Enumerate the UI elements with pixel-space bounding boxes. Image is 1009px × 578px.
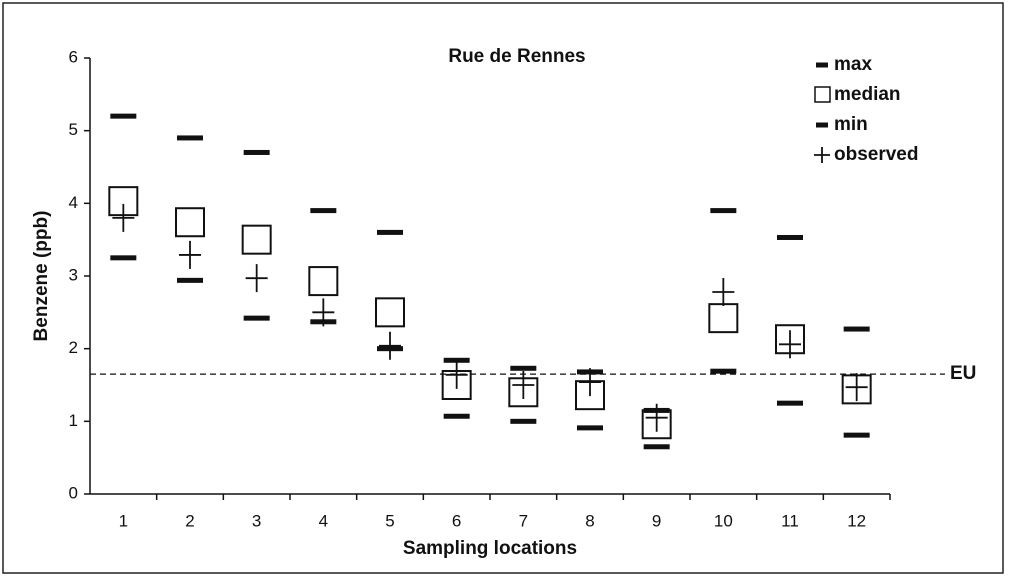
legend-marker (814, 86, 831, 103)
dash-marker (110, 255, 137, 261)
dash-marker (843, 326, 870, 332)
dash-marker (377, 229, 403, 235)
plus-marker (512, 371, 535, 399)
dash-marker (243, 315, 270, 321)
dash-marker (843, 432, 870, 438)
chart-title: Rue de Rennes (448, 46, 585, 67)
y-tick-label: 5 (69, 120, 78, 139)
dash-marker (577, 425, 603, 431)
y-tick-label: 4 (69, 193, 78, 212)
dash-marker (443, 413, 470, 419)
plus-marker (245, 264, 268, 293)
dash-marker (177, 277, 203, 283)
legend-marker (816, 62, 828, 68)
legend-label: min (834, 114, 868, 135)
square-marker (241, 224, 272, 255)
dash-marker (643, 444, 670, 450)
x-tick-label: 5 (385, 511, 394, 530)
x-tick-label: 8 (585, 511, 594, 530)
square-marker (175, 207, 205, 238)
x-tick-label: 12 (847, 511, 866, 530)
plus-marker (312, 298, 335, 327)
dash-marker (443, 357, 470, 363)
x-tick-label: 2 (185, 511, 194, 530)
y-tick-label: 0 (69, 483, 78, 502)
square-marker (308, 266, 339, 297)
dash-marker (510, 365, 537, 371)
plus-marker (645, 403, 668, 432)
legend-marker (816, 122, 828, 128)
dash-marker (510, 418, 537, 424)
legend-label: observed (834, 144, 918, 165)
plus-marker (112, 203, 135, 232)
plus-marker (845, 373, 868, 402)
x-axis-label: Sampling locations (403, 538, 577, 559)
legend-marker (814, 147, 830, 163)
dash-marker (177, 135, 203, 141)
dash-marker (243, 149, 270, 155)
plus-marker (379, 331, 401, 360)
dash-marker (777, 400, 803, 406)
dash-marker (310, 208, 337, 214)
y-axis-label: Benzene (ppb) (31, 211, 52, 342)
x-tick-label: 9 (652, 511, 661, 530)
reference-label: EU (950, 363, 976, 384)
legend-label: max (834, 54, 872, 75)
plus-marker (712, 277, 735, 306)
y-tick-label: 3 (69, 265, 78, 284)
x-tick-label: 7 (519, 511, 528, 530)
x-tick-label: 3 (252, 511, 261, 530)
x-tick-label: 4 (319, 511, 328, 530)
y-tick-label: 2 (69, 338, 78, 357)
dash-marker (110, 113, 137, 119)
x-tick-label: 1 (119, 511, 128, 530)
square-marker (375, 297, 405, 328)
dash-marker (710, 368, 737, 374)
dash-marker (777, 234, 803, 240)
x-tick-label: 10 (714, 511, 733, 530)
plus-marker (445, 360, 468, 389)
plus-marker (779, 330, 801, 359)
dash-marker (710, 208, 737, 214)
y-tick-label: 6 (69, 47, 78, 66)
y-tick-label: 1 (69, 411, 78, 430)
x-tick-label: 6 (452, 511, 461, 530)
legend-label: median (834, 84, 901, 105)
square-marker (708, 303, 739, 334)
plus-marker (179, 240, 201, 269)
x-tick-label: 11 (781, 511, 799, 530)
plus-marker (579, 368, 601, 397)
